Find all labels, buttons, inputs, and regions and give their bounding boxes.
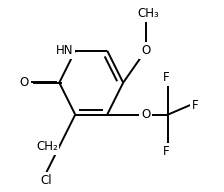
Text: O: O [141, 44, 150, 57]
Text: CH₂: CH₂ [36, 140, 58, 153]
Text: O: O [20, 76, 29, 89]
Text: HN: HN [56, 44, 74, 57]
Text: F: F [163, 145, 170, 158]
Text: O: O [141, 108, 150, 121]
Text: F: F [163, 71, 170, 84]
Text: F: F [192, 98, 198, 112]
Text: Cl: Cl [41, 174, 52, 187]
Text: CH₃: CH₃ [138, 7, 160, 20]
